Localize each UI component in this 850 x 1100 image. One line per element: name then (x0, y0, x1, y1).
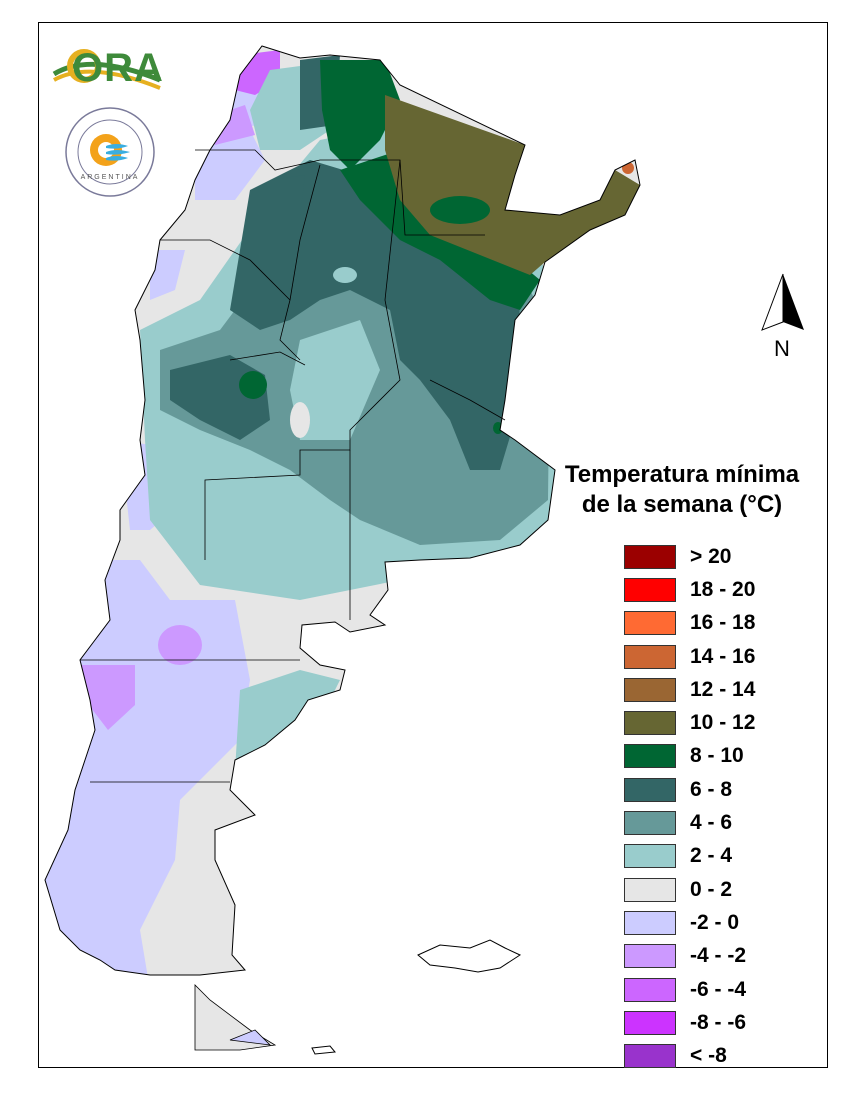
legend-item: -8 - -6 (624, 1006, 822, 1039)
legend-label: 2 - 4 (690, 844, 733, 868)
legend-swatch (624, 644, 676, 669)
legend-label: < -8 (690, 1044, 727, 1068)
legend-swatch (624, 811, 676, 836)
legend-item: 2 - 4 (624, 840, 822, 873)
legend-swatch (624, 844, 676, 869)
legend-item: 12 - 14 (624, 673, 822, 706)
legend-item: 18 - 20 (624, 573, 822, 606)
legend-label: 12 - 14 (690, 677, 756, 701)
legend-item: < -8 (624, 1039, 822, 1072)
ora-logo: ORA (50, 44, 165, 96)
ora-logo-text: ORA (72, 46, 164, 90)
legend-label: -8 - -6 (690, 1010, 747, 1034)
legend-label: 16 - 18 (690, 611, 756, 635)
legend-item: 16 - 18 (624, 607, 822, 640)
north-label: N (774, 336, 790, 361)
north-arrow-icon (761, 273, 804, 331)
legend-swatch (624, 944, 676, 969)
legend-swatch (624, 1044, 676, 1069)
legend-item: 0 - 2 (624, 873, 822, 906)
smn-logo: ARGENTINA (62, 104, 158, 200)
legend-swatch (624, 744, 676, 769)
legend-label: 6 - 8 (690, 777, 733, 801)
legend-title: Temperatura mínima de la semana (°C) (552, 460, 812, 520)
legend-item: 6 - 8 (624, 773, 822, 806)
north-arrow: N (760, 272, 806, 364)
legend-swatch (624, 977, 676, 1002)
legend-label: -4 - -2 (690, 944, 747, 968)
legend-title-line1: Temperatura mínima (564, 461, 800, 488)
legend-swatch (624, 910, 676, 935)
zone-8-10 (320, 60, 400, 170)
legend-label: 4 - 6 (690, 811, 733, 835)
legend-swatch (624, 611, 676, 636)
legend: Temperatura mínima de la semana (°C) > 2… (552, 460, 822, 1073)
legend-swatch (624, 1010, 676, 1035)
legend-item: 4 - 6 (624, 806, 822, 839)
legend-item: -2 - 0 (624, 906, 822, 939)
legend-label: -6 - -4 (690, 977, 747, 1001)
smn-logo-text: ARGENTINA (80, 174, 140, 181)
zone-10-12 (385, 95, 640, 275)
legend-item: > 20 (624, 540, 822, 573)
legend-label: 0 - 2 (690, 877, 733, 901)
legend-item: -6 - -4 (624, 973, 822, 1006)
legend-swatch (624, 577, 676, 602)
legend-label: 10 - 12 (690, 711, 756, 735)
legend-label: 18 - 20 (690, 577, 756, 601)
legend-item: -4 - -2 (624, 940, 822, 973)
legend-label: 14 - 16 (690, 644, 756, 668)
zone-minus4-minus2 (158, 625, 202, 665)
legend-item: 10 - 12 (624, 706, 822, 739)
legend-item: 14 - 16 (624, 640, 822, 673)
legend-label: > 20 (690, 544, 732, 568)
malvinas-islands (311, 939, 522, 1055)
zone-6-8 (230, 160, 520, 470)
legend-item: 8 - 10 (624, 740, 822, 773)
legend-items: > 20 18 - 20 16 - 18 14 - 16 12 - 14 10 - 12 8… (624, 540, 822, 1073)
legend-swatch (624, 711, 676, 736)
legend-swatch (624, 677, 676, 702)
country-outline (44, 45, 641, 976)
legend-label: 8 - 10 (690, 744, 744, 768)
legend-swatch (624, 777, 676, 802)
legend-label: -2 - 0 (690, 910, 740, 934)
legend-title-line2: de la semana (°C) (581, 491, 783, 518)
legend-swatch (624, 544, 676, 569)
province-boundaries (80, 149, 506, 1051)
legend-swatch (624, 877, 676, 902)
